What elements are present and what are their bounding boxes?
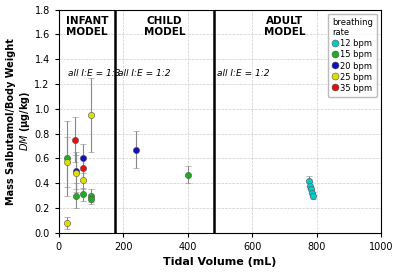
Text: all I:E = 1:2: all I:E = 1:2 [119,69,171,78]
X-axis label: Tidal Volume (mL): Tidal Volume (mL) [163,257,277,268]
Text: INFANT
MODEL: INFANT MODEL [65,16,108,37]
Text: all I:E = 1:3: all I:E = 1:3 [68,69,121,78]
Text: all I:E = 1:2: all I:E = 1:2 [217,69,269,78]
Y-axis label: Mass Salbutamol/Body Weight
$\it{DM}$ (μg/kg): Mass Salbutamol/Body Weight $\it{DM}$ (μ… [6,38,32,205]
Text: ADULT
MODEL: ADULT MODEL [264,16,305,37]
Legend: 12 bpm, 15 bpm, 20 bpm, 25 bpm, 35 bpm: 12 bpm, 15 bpm, 20 bpm, 25 bpm, 35 bpm [328,14,377,97]
Text: CHILD
MODEL: CHILD MODEL [144,16,185,37]
